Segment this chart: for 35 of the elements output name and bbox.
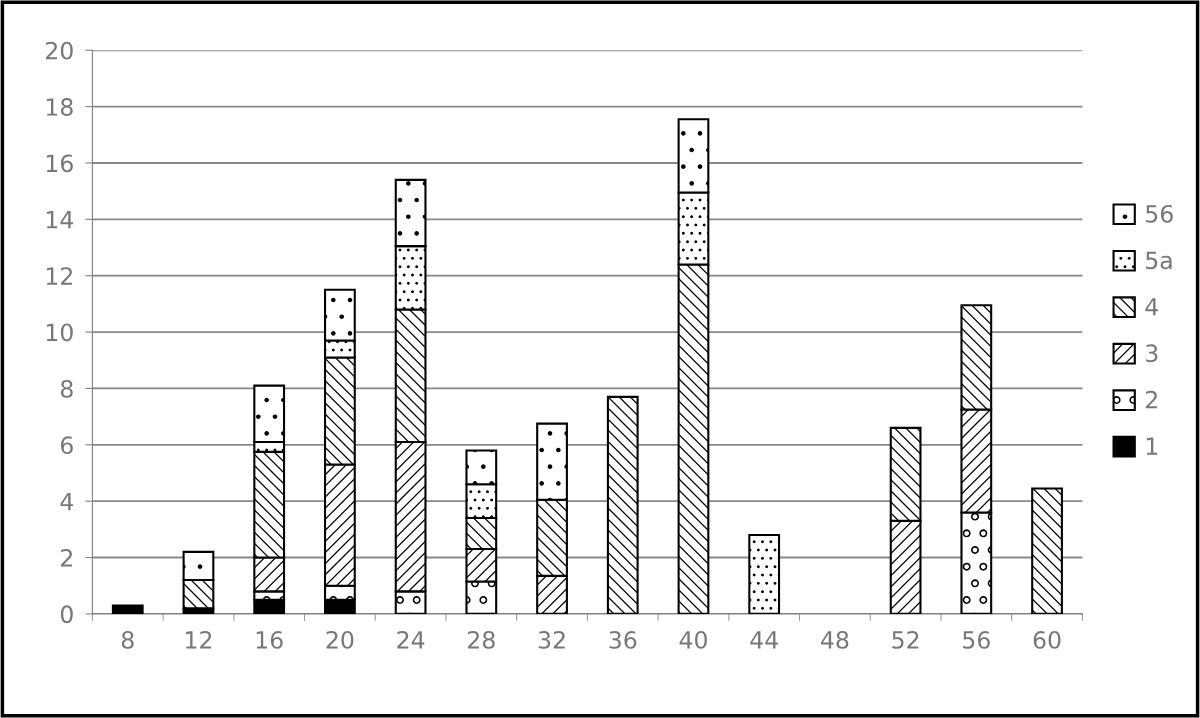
x-tick-label: 24 [397, 630, 425, 649]
legend-label: 3 [1146, 344, 1158, 363]
bar [606, 395, 639, 614]
y-tick-label: 10 [46, 323, 73, 342]
y-tick-label: 8 [60, 379, 73, 398]
y-tick-label: 12 [46, 267, 72, 285]
y-tick-label: 16 [46, 154, 73, 173]
x-tick-label: 8 [121, 630, 134, 649]
legend-label: 1 [1146, 437, 1158, 455]
legend-label: 56 [1146, 204, 1173, 223]
legend-label: 5a [1146, 251, 1172, 270]
bar [748, 533, 781, 614]
x-tick-label: 28 [468, 630, 495, 649]
y-tick-label: 6 [60, 436, 73, 455]
y-tick-label: 0 [60, 605, 73, 624]
x-tick-label: 44 [750, 631, 778, 649]
legend-label: 2 [1145, 390, 1157, 409]
x-tick-label: 56 [963, 630, 990, 649]
y-tick-label: 18 [46, 98, 73, 116]
y-tick-label: 20 [46, 41, 73, 60]
x-tick-label: 32 [538, 630, 565, 649]
y-tick-label: 14 [46, 211, 74, 229]
bar [1031, 487, 1063, 614]
x-tick-label: 52 [892, 630, 919, 649]
x-tick-label: 48 [821, 630, 849, 649]
x-tick-label: 60 [1033, 630, 1061, 649]
bar [111, 604, 144, 614]
y-tick-label: 2 [61, 548, 72, 567]
y-tick-label: 4 [60, 492, 74, 511]
x-tick-label: 40 [679, 630, 707, 649]
x-tick-label: 16 [256, 630, 283, 649]
x-tick-label: 12 [186, 630, 212, 649]
legend-label: 4 [1145, 298, 1158, 316]
x-tick-label: 36 [609, 630, 637, 649]
x-tick-label: 20 [326, 630, 354, 649]
